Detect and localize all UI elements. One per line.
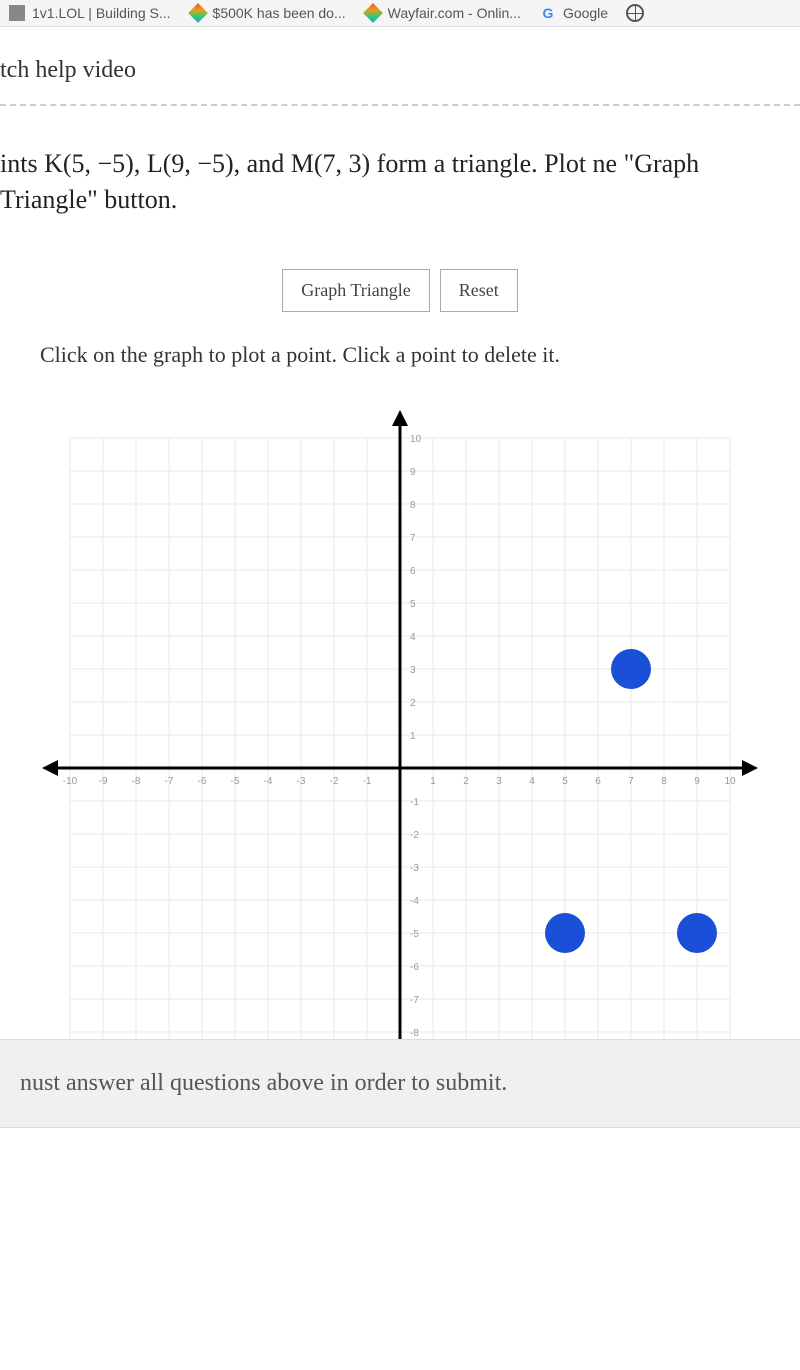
svg-text:4: 4	[529, 776, 535, 787]
bookmark-icon	[189, 4, 207, 22]
bookmarks-bar: 1v1.LOL | Building S... $500K has been d…	[0, 0, 800, 27]
google-icon: G	[539, 4, 557, 22]
help-video-link[interactable]: tch help video	[0, 57, 800, 84]
svg-text:2: 2	[463, 776, 469, 787]
svg-text:-7: -7	[165, 776, 174, 787]
svg-text:-10: -10	[63, 776, 78, 787]
svg-text:-5: -5	[410, 929, 419, 940]
svg-text:-8: -8	[132, 776, 141, 787]
bookmark-google[interactable]: G Google	[539, 4, 608, 22]
section-divider	[0, 104, 800, 106]
bookmark-label: Wayfair.com - Onlin...	[388, 5, 521, 21]
button-row: Graph Triangle Reset	[0, 269, 800, 312]
svg-text:-3: -3	[297, 776, 306, 787]
page-content: tch help video ints K(5, −5), L(9, −5), …	[0, 27, 800, 1128]
bookmark-icon	[8, 4, 26, 22]
svg-text:-4: -4	[410, 896, 419, 907]
svg-text:-2: -2	[410, 830, 419, 841]
svg-text:8: 8	[661, 776, 667, 787]
coordinate-graph[interactable]: -10 -9 -8 -7 -6 -5 -4 -3 -2 -1 1 2 3 4 5 6 7 8 9 10 10 9 8 7 6 5 4…	[40, 408, 760, 1128]
svg-text:-6: -6	[198, 776, 207, 787]
svg-text:9: 9	[410, 467, 416, 478]
bookmark-label: Google	[563, 5, 608, 21]
svg-text:-5: -5	[231, 776, 240, 787]
svg-text:-3: -3	[410, 863, 419, 874]
svg-text:5: 5	[410, 599, 416, 610]
globe-icon	[626, 4, 644, 22]
svg-text:6: 6	[595, 776, 601, 787]
bookmark-label: $500K has been do...	[213, 5, 346, 21]
svg-text:3: 3	[496, 776, 502, 787]
bookmark-1v1lol[interactable]: 1v1.LOL | Building S...	[8, 4, 171, 22]
svg-text:10: 10	[724, 776, 736, 787]
submit-warning: nust answer all questions above in order…	[0, 1039, 800, 1128]
bookmark-wayfair[interactable]: Wayfair.com - Onlin...	[364, 4, 521, 22]
svg-text:7: 7	[628, 776, 634, 787]
bookmark-more[interactable]	[626, 4, 644, 22]
svg-text:7: 7	[410, 533, 416, 544]
svg-text:-1: -1	[410, 797, 419, 808]
svg-text:-6: -6	[410, 962, 419, 973]
svg-text:10: 10	[410, 434, 422, 445]
svg-text:1: 1	[410, 731, 416, 742]
bookmark-500k[interactable]: $500K has been do...	[189, 4, 346, 22]
bookmark-label: 1v1.LOL | Building S...	[32, 5, 171, 21]
graph-container: -10 -9 -8 -7 -6 -5 -4 -3 -2 -1 1 2 3 4 5 6 7 8 9 10 10 9 8 7 6 5 4…	[0, 408, 800, 1128]
svg-text:9: 9	[694, 776, 700, 787]
svg-text:-2: -2	[330, 776, 339, 787]
graph-instruction: Click on the graph to plot a point. Clic…	[0, 342, 800, 368]
svg-text:1: 1	[430, 776, 436, 787]
graph-triangle-button[interactable]: Graph Triangle	[282, 269, 430, 312]
question-text: ints K(5, −5), L(9, −5), and M(7, 3) for…	[0, 146, 800, 219]
svg-text:-1: -1	[363, 776, 372, 787]
bookmark-icon	[364, 4, 382, 22]
svg-text:-7: -7	[410, 995, 419, 1006]
svg-text:-9: -9	[99, 776, 108, 787]
svg-text:5: 5	[562, 776, 568, 787]
reset-button[interactable]: Reset	[440, 269, 518, 312]
svg-text:6: 6	[410, 566, 416, 577]
svg-text:-8: -8	[410, 1028, 419, 1039]
svg-text:4: 4	[410, 632, 416, 643]
svg-text:3: 3	[410, 665, 416, 676]
svg-text:2: 2	[410, 698, 416, 709]
svg-text:8: 8	[410, 500, 416, 511]
svg-text:-4: -4	[264, 776, 273, 787]
